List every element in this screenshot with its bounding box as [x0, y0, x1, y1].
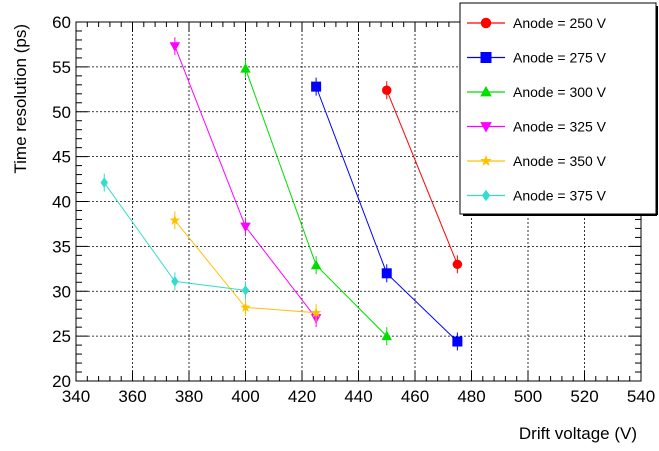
triangle-up-marker — [310, 259, 322, 270]
diamond-marker — [171, 276, 179, 287]
legend-label: Anode = 300 V — [513, 84, 607, 100]
triangle-down-marker — [240, 222, 251, 233]
star-marker — [310, 307, 322, 318]
series-line — [386, 90, 458, 265]
y-tick-label: 20 — [52, 372, 71, 391]
x-tick-label: 500 — [514, 387, 542, 406]
legend-label: Anode = 275 V — [513, 50, 607, 66]
star-marker — [480, 154, 492, 166]
legend-label: Anode = 350 V — [513, 153, 607, 169]
square-marker — [480, 52, 492, 63]
diamond-marker — [241, 285, 250, 296]
series-3 — [240, 59, 392, 346]
y-tick-label: 45 — [52, 148, 71, 167]
triangle-up-marker — [381, 330, 392, 341]
y-axis-title: Time resolution (ps) — [11, 24, 30, 174]
x-tick-label: 520 — [570, 387, 598, 406]
y-tick-label: 35 — [52, 237, 71, 256]
triangle-down-marker — [169, 42, 181, 52]
triangle-up-marker — [240, 63, 251, 73]
legend: Anode = 250 V Anode = 275 V Anode = 300 V A… — [459, 2, 658, 216]
diamond-marker — [100, 177, 108, 188]
legend-label: Anode = 325 V — [513, 119, 607, 135]
square-marker — [381, 268, 392, 279]
y-tick-label: 40 — [52, 193, 71, 212]
x-tick-label: 460 — [401, 387, 429, 406]
x-tick-label: 540 — [627, 387, 655, 406]
circle-marker — [382, 85, 392, 95]
diamond-marker — [481, 189, 491, 202]
series-2 — [311, 77, 463, 351]
square-marker — [452, 336, 463, 347]
legend-label: Anode = 375 V — [513, 188, 607, 204]
y-tick-label: 25 — [52, 327, 71, 346]
x-tick-label: 360 — [118, 387, 146, 406]
y-tick-label: 30 — [52, 282, 71, 301]
x-tick-label: 420 — [288, 387, 316, 406]
circle-marker — [480, 17, 492, 29]
y-tick-label: 50 — [52, 103, 71, 122]
legend-label: Anode = 250 V — [513, 15, 607, 31]
x-tick-label: 400 — [231, 387, 259, 406]
x-tick-label: 380 — [175, 387, 203, 406]
star-marker — [169, 214, 181, 225]
y-tick-label: 55 — [52, 58, 71, 77]
triangle-down-marker — [480, 122, 492, 133]
triangle-up-marker — [480, 85, 492, 97]
square-marker — [311, 81, 322, 92]
x-tick-label: 340 — [62, 387, 90, 406]
series-group — [100, 37, 463, 351]
series-6 — [100, 173, 250, 300]
y-tick-label: 60 — [52, 13, 71, 32]
legend-box — [459, 2, 657, 215]
series-1 — [382, 81, 463, 274]
star-marker — [240, 301, 251, 312]
x-axis-title: Drift voltage (V) — [519, 424, 637, 443]
circle-marker — [452, 259, 463, 270]
x-tick-label: 480 — [457, 387, 485, 406]
series-5 — [169, 211, 322, 322]
x-tick-label: 440 — [344, 387, 372, 406]
